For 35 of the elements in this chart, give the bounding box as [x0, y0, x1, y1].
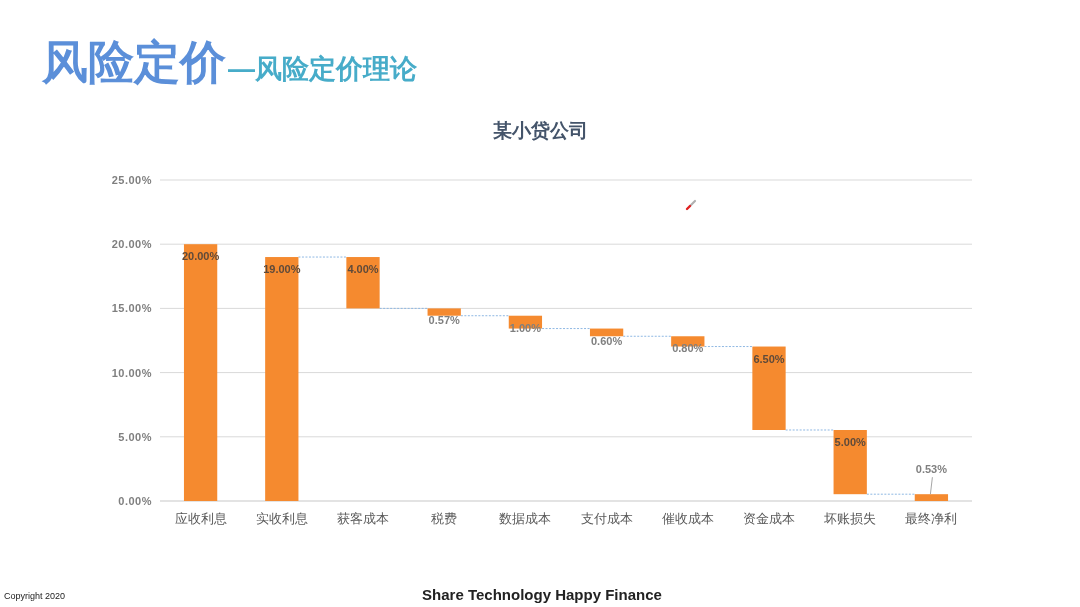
x-tick-label: 税费 [431, 511, 458, 526]
y-tick-label: 15.00% [111, 302, 152, 315]
bar [427, 308, 461, 316]
x-tick-label: 实收利息 [255, 511, 308, 526]
data-label: 4.00% [347, 263, 379, 276]
y-tick-label: 0.00% [118, 495, 152, 507]
bar [914, 494, 949, 501]
y-tick-label: 20.00% [111, 238, 152, 251]
bar [589, 328, 624, 337]
text: —风险定价理论 [228, 54, 418, 84]
bar [346, 257, 380, 309]
text: Share Technology Happy Finance [422, 586, 662, 603]
x-tick-label: 资金成本 [743, 511, 795, 526]
text: Copyright 2020 [4, 591, 66, 601]
y-tick-label: 5.00% [118, 430, 152, 443]
x-tick-label: 应收利息 [174, 511, 227, 526]
data-label: 6.50% [753, 352, 785, 365]
bar [183, 244, 218, 501]
text: 风险定价 [41, 36, 226, 88]
data-label: 0.53% [915, 463, 948, 476]
bar [833, 430, 867, 495]
x-tick-label: 最终净利 [905, 511, 958, 526]
data-label: 5.00% [834, 435, 867, 448]
y-tick-label: 25.00% [111, 174, 152, 186]
data-label: 0.60% [591, 334, 623, 347]
x-tick-label: 获客成本 [337, 511, 389, 526]
x-tick-label: 数据成本 [499, 511, 552, 526]
bar [752, 346, 786, 430]
y-tick-label: 10.00% [111, 366, 152, 379]
x-tick-label: 支付成本 [580, 511, 633, 526]
bar [265, 257, 299, 501]
x-tick-label: 坏账损失 [823, 511, 877, 526]
x-tick-label: 催收成本 [661, 511, 714, 526]
data-label: 0.57% [428, 314, 461, 327]
chart-title: 某小贷公司 [492, 120, 588, 141]
